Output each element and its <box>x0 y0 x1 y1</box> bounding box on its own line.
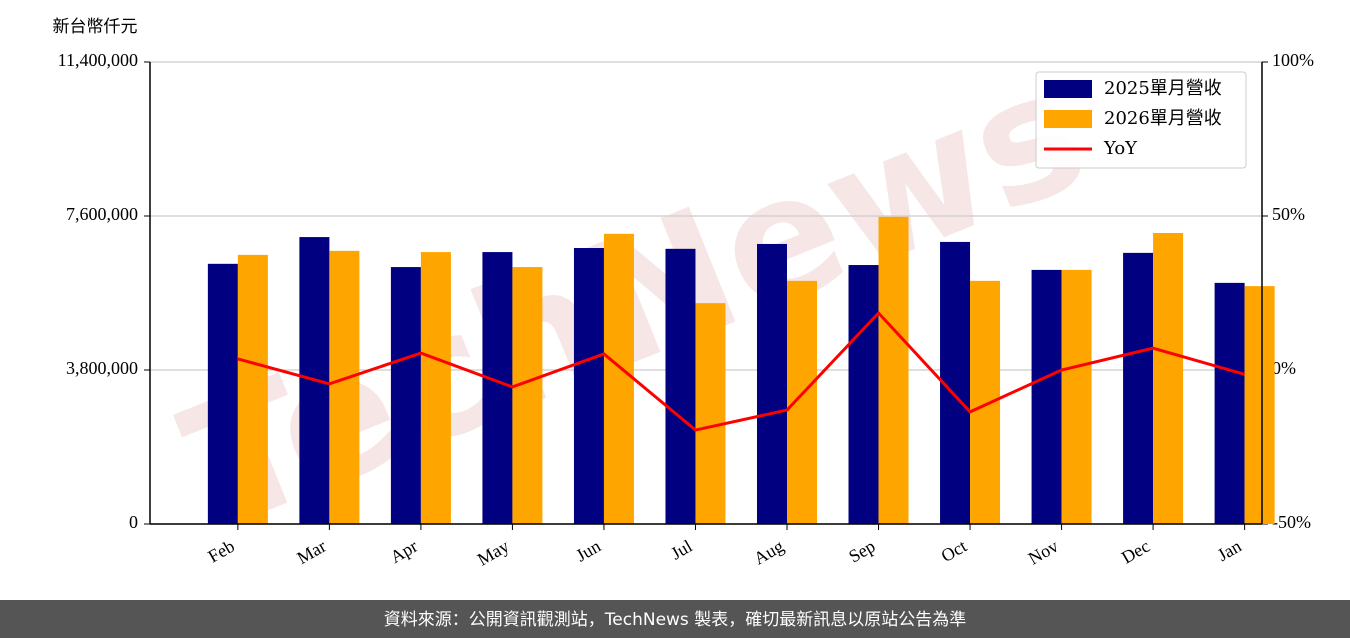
legend-label: YoY <box>1103 138 1138 159</box>
legend-swatch <box>1044 110 1092 128</box>
legend-swatch <box>1044 80 1092 98</box>
y2-tick-label: 50% <box>1272 204 1305 224</box>
bar <box>1061 269 1092 524</box>
bar <box>970 280 1001 524</box>
y-tick-label: 3,800,000 <box>66 358 138 378</box>
y-tick-label: 11,400,000 <box>58 50 138 70</box>
y-tick-label: 7,600,000 <box>66 204 138 224</box>
yoy-line <box>237 310 1246 432</box>
bar <box>390 267 421 524</box>
bar <box>1214 282 1245 524</box>
y2-tick-label: 0% <box>1272 358 1296 378</box>
bar <box>207 263 238 524</box>
x-tick-label: Jan <box>1214 536 1245 565</box>
x-tick-label: Sep <box>845 536 878 567</box>
bar <box>573 248 604 524</box>
bar <box>1244 286 1275 524</box>
bar <box>848 265 879 524</box>
x-tick-label: Jul <box>667 536 695 564</box>
x-tick-label: May <box>474 536 513 570</box>
bar <box>237 254 268 524</box>
x-tick-label: Jun <box>572 536 604 566</box>
bar <box>665 248 696 525</box>
bar <box>482 252 513 524</box>
bar <box>786 280 817 524</box>
bar <box>603 233 634 524</box>
y-tick-label: 0 <box>129 512 138 532</box>
y2-tick-label: 100% <box>1272 50 1314 70</box>
x-tick-label: Nov <box>1025 536 1062 569</box>
y-axis-label: 新台幣仟元 <box>53 17 138 37</box>
x-tick-label: Oct <box>938 536 971 566</box>
bar <box>512 267 543 524</box>
footer-bar <box>0 600 1350 638</box>
bar <box>1153 233 1184 524</box>
x-tick-label: Aug <box>750 536 787 569</box>
bar <box>1031 269 1062 524</box>
bar <box>878 216 909 524</box>
legend-label: 2025單月營收 <box>1104 78 1222 99</box>
x-tick-label: Dec <box>1118 536 1153 568</box>
bar <box>756 243 787 524</box>
legend-label: 2026單月營收 <box>1104 108 1222 129</box>
bar <box>329 250 360 524</box>
y2-tick-label: -50% <box>1272 512 1311 532</box>
footer-text: 資料來源：公開資訊觀測站，TechNews 製表，確切最新訊息以原站公告為準 <box>384 610 966 630</box>
x-tick-label: Apr <box>387 536 421 567</box>
bar <box>1123 252 1154 524</box>
bar <box>420 252 451 524</box>
bar <box>695 303 726 524</box>
